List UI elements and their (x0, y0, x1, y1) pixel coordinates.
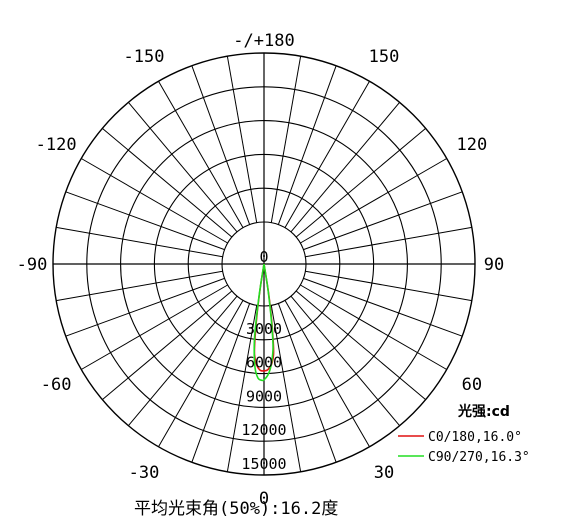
grid-spoke-100 (305, 226, 472, 258)
angle-label-neg30: -30 (129, 463, 160, 483)
grid-spoke-170 (270, 56, 302, 223)
grid-spoke-10 (270, 305, 302, 472)
grid-spoke-30 (284, 300, 370, 447)
grid-spoke-60 (300, 284, 447, 370)
grid-spoke-130 (295, 127, 426, 238)
radial-tick-label-0: 0 (259, 248, 268, 266)
grid-spoke-120 (300, 158, 447, 244)
grid-spoke-250 (65, 191, 225, 251)
angle-label-120: 120 (456, 135, 487, 155)
curve-series-1 (253, 263, 274, 382)
radial-tick-label-15000: 15000 (241, 455, 286, 473)
grid-spoke-40 (290, 295, 401, 426)
grid-spoke-320 (127, 295, 238, 426)
grid-spoke-160 (277, 65, 337, 225)
grid-spoke-110 (303, 191, 463, 251)
grid-spoke-260 (56, 226, 223, 258)
radial-tick-labels: 0 3000 6000 9000 12000 15000 (241, 248, 286, 473)
angle-label-60: 60 (462, 375, 482, 395)
grid-spoke-350 (226, 305, 258, 472)
grid-spoke-340 (191, 303, 251, 463)
radial-tick-label-6000: 6000 (246, 354, 282, 372)
grid-spoke-280 (56, 270, 223, 302)
intensity-curves (253, 263, 275, 382)
radial-tick-label-3000: 3000 (246, 320, 282, 338)
polar-grid-spokes (53, 53, 475, 475)
angle-label-neg120: -120 (36, 135, 77, 155)
grid-spoke-200 (191, 65, 251, 225)
legend-label-c90: C90/270,16.3° (428, 450, 530, 465)
grid-spoke-210 (158, 81, 244, 228)
angle-label-30: 30 (374, 463, 394, 483)
grid-spoke-190 (226, 56, 258, 223)
legend-title: 光强:cd (457, 403, 510, 420)
radial-tick-label-9000: 9000 (246, 387, 282, 405)
angle-label-neg90: -90 (17, 255, 48, 275)
radial-tick-label-12000: 12000 (241, 421, 286, 439)
grid-spoke-70 (303, 277, 463, 337)
grid-spoke-20 (277, 303, 337, 463)
grid-spoke-290 (65, 277, 225, 337)
grid-spoke-310 (102, 290, 233, 401)
angle-label-150: 150 (369, 47, 400, 67)
legend-label-c0: C0/180,16.0° (428, 430, 522, 445)
grid-spoke-80 (305, 270, 472, 302)
grid-spoke-230 (102, 127, 233, 238)
angle-labels: -/+180 150 -150 120 -120 90 -90 60 -60 30 -30 0 (17, 31, 505, 509)
grid-spoke-50 (295, 290, 426, 401)
legend: 光强:cd C0/180,16.0° C90/270,16.3° (398, 403, 530, 465)
grid-spoke-240 (81, 158, 228, 244)
grid-spoke-140 (290, 102, 401, 233)
angle-label-180: -/+180 (233, 31, 294, 51)
grid-spoke-300 (81, 284, 228, 370)
grid-spoke-150 (284, 81, 370, 228)
angle-label-neg150: -150 (124, 47, 165, 67)
angle-label-neg60: -60 (41, 375, 72, 395)
angle-label-90: 90 (484, 255, 504, 275)
angle-label-0: 0 (259, 489, 269, 509)
grid-spoke-220 (127, 102, 238, 233)
grid-spoke-330 (158, 300, 244, 447)
beam-angle-caption: 平均光束角(50%):16.2度 (134, 499, 338, 519)
